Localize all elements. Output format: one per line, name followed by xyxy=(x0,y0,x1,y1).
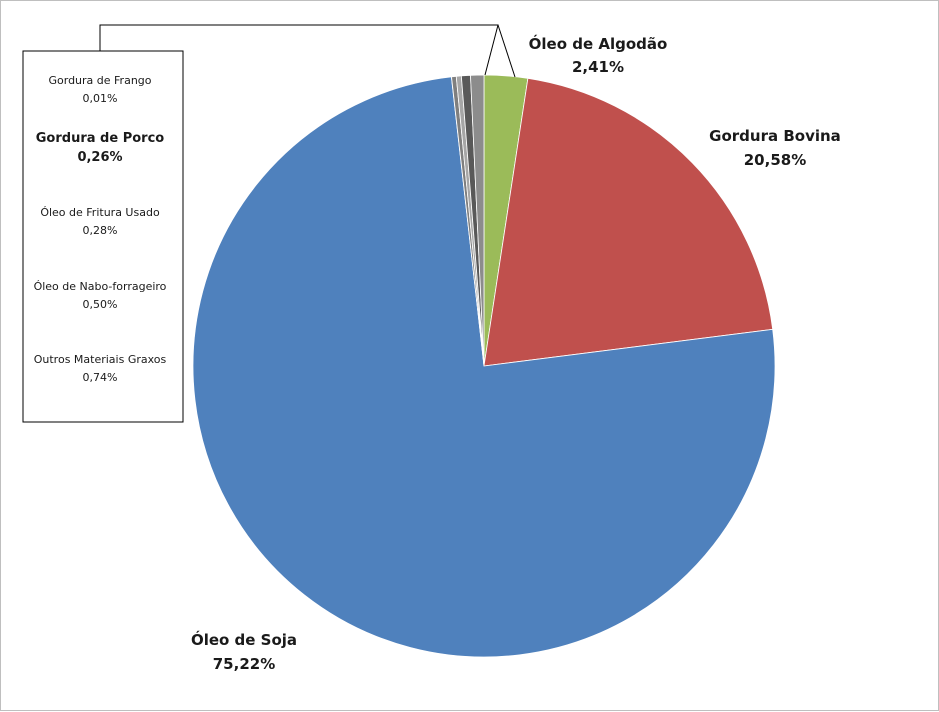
label-algodao-name: Óleo de Algodão xyxy=(529,34,668,53)
label-fritura-value: 0,28% xyxy=(83,224,118,237)
label-nabo-name: Óleo de Nabo-forrageiro xyxy=(34,280,167,293)
pie-slice-outros xyxy=(470,74,485,367)
label-frango-value: 0,01% xyxy=(83,92,118,105)
label-soja-name: Óleo de Soja xyxy=(191,630,297,649)
callout-box xyxy=(22,50,184,423)
label-nabo-value: 0,50% xyxy=(83,298,118,311)
label-frango-name: Gordura de Frango xyxy=(48,74,151,87)
label-bovina-name: Gordura Bovina xyxy=(709,127,841,145)
label-algodao-value: 2,41% xyxy=(572,58,624,76)
label-outros-value: 0,74% xyxy=(83,371,118,384)
label-outros-name: Outros Materiais Graxos xyxy=(34,353,167,366)
pie-slices xyxy=(192,74,776,658)
callout-leader-left xyxy=(99,24,499,76)
label-porco-value: 0,26% xyxy=(77,150,122,165)
label-fritura-name: Óleo de Fritura Usado xyxy=(40,206,160,219)
label-soja-value: 75,22% xyxy=(213,655,275,673)
label-bovina-value: 20,58% xyxy=(744,151,806,169)
pie-slice-soja xyxy=(192,76,776,658)
callout-leader-right xyxy=(497,24,516,78)
pie-slice-bovina xyxy=(483,77,774,367)
label-porco-name: Gordura de Porco xyxy=(36,131,165,146)
